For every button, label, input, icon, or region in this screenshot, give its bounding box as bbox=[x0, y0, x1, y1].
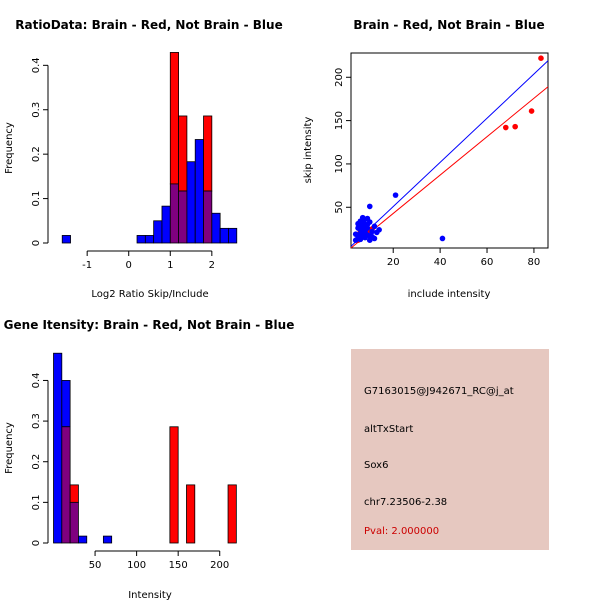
pval-text: Pval: 2.000000 bbox=[364, 526, 440, 537]
gene-intensity-brain-bar bbox=[227, 484, 237, 544]
location-text: chr7.23506-2.38 bbox=[364, 497, 448, 508]
ratio-brain-bar bbox=[169, 52, 179, 185]
ratio-y-tick-label: 0.1 bbox=[31, 191, 42, 207]
ratio-not-brain-bar bbox=[194, 139, 204, 244]
scatter-y-tick-label: 100 bbox=[334, 154, 345, 173]
gene-intensity-brain-bar bbox=[186, 484, 196, 544]
scatter-plot-frame bbox=[350, 52, 549, 249]
probe-id-text: G7163015@J942671_RC@j_at bbox=[364, 386, 514, 397]
gene-intensity-histogram-panel: Gene Itensity: Brain - Red, Not Brain - … bbox=[4, 318, 295, 601]
ratio-histogram-panel: RatioData: Brain - Red, Not Brain - Blue… bbox=[4, 18, 283, 300]
scatter-title: Brain - Red, Not Brain - Blue bbox=[353, 18, 544, 32]
scatter-not-brain-point bbox=[352, 231, 359, 237]
scatter-not-brain-point bbox=[392, 192, 399, 198]
scatter-not-brain-point bbox=[362, 216, 368, 223]
scatter-not-brain-point bbox=[439, 235, 446, 242]
scatter-not-brain-point bbox=[364, 232, 371, 238]
gene-intensity-y-tick-label: 0.2 bbox=[31, 454, 42, 470]
ratio-y-tick-label: 0 bbox=[31, 240, 42, 246]
scatter-not-brain-point bbox=[359, 233, 366, 240]
ratio-brain-bar bbox=[203, 115, 213, 192]
ratio-not-brain-bar bbox=[211, 212, 221, 244]
scatter-brain-point bbox=[538, 55, 544, 61]
probe-info-panel: G7163015@J942671_RC@j_at altTxStart Sox6… bbox=[351, 349, 549, 550]
ratio-x-tick-label: 0 bbox=[126, 260, 132, 271]
ratio-not-brain-bar bbox=[228, 227, 238, 244]
gene-intensity-not-brain-bar bbox=[53, 352, 63, 544]
gene-intensity-y-tick-label: 0.4 bbox=[31, 372, 42, 388]
gene-intensity-overlap-bar bbox=[61, 426, 71, 544]
gene-intensity-title: Gene Itensity: Brain - Red, Not Brain - … bbox=[4, 318, 295, 332]
scatter-brain-point bbox=[512, 123, 518, 130]
gene-intensity-x-tick-label: 100 bbox=[127, 560, 146, 571]
scatter-not-brain-point bbox=[366, 203, 373, 210]
ratio-histogram-title: RatioData: Brain - Red, Not Brain - Blue bbox=[15, 18, 282, 32]
ratio-y-tick-label: 0.4 bbox=[31, 57, 42, 73]
scatter-not-brain-point bbox=[369, 228, 375, 235]
scatter-x-tick-label: 40 bbox=[434, 257, 447, 268]
gene-intensity-not-brain-bar bbox=[61, 380, 71, 428]
scatter-not-brain-point bbox=[355, 220, 361, 227]
gene-intensity-brain-bar bbox=[169, 426, 179, 544]
gene-name-text: Sox6 bbox=[364, 460, 389, 471]
gene-intensity-x-tick-label: 150 bbox=[169, 560, 188, 571]
scatter-not-brain-point bbox=[373, 229, 380, 236]
ratio-y-tick-label: 0.3 bbox=[31, 102, 42, 118]
gene-intensity-not-brain-bar bbox=[102, 535, 113, 544]
ratio-not-brain-bar bbox=[161, 205, 171, 244]
scatter-not-brain-point bbox=[371, 235, 378, 242]
gene-intensity-x-tick-label: 50 bbox=[89, 560, 102, 571]
gene-intensity-y-tick-label: 0.1 bbox=[31, 494, 42, 510]
gene-intensity-x-tick-label: 200 bbox=[210, 560, 229, 571]
scatter-not-brain-point bbox=[359, 225, 366, 231]
gene-intensity-xlabel: Intensity bbox=[128, 590, 172, 600]
ratio-histogram-xlabel: Log2 Ratio Skip/Include bbox=[91, 289, 208, 300]
ratio-overlap-bar bbox=[203, 190, 213, 244]
scatter-not-brain-point bbox=[364, 221, 371, 228]
scatter-brain-point bbox=[502, 124, 509, 131]
scatter-xlabel: include intensity bbox=[408, 289, 491, 300]
ratio-brain-bar bbox=[178, 115, 188, 192]
scatter-y-tick-label: 150 bbox=[334, 111, 345, 130]
ratio-overlap-bar bbox=[178, 190, 188, 244]
ratio-overlap-bar bbox=[169, 183, 179, 244]
ratio-not-brain-bar bbox=[144, 235, 155, 244]
scatter-x-tick-label: 20 bbox=[387, 257, 400, 268]
ratio-x-tick-label: -1 bbox=[82, 260, 92, 271]
ratio-not-brain-bar bbox=[186, 161, 196, 244]
gene-intensity-y-tick-label: 0 bbox=[31, 540, 42, 546]
scatter-y-tick-label: 200 bbox=[334, 68, 345, 87]
scatter-not-brain-fit-line bbox=[350, 60, 549, 247]
ratio-not-brain-bar bbox=[219, 227, 229, 244]
ratio-histogram-ylabel: Frequency bbox=[4, 122, 15, 174]
gene-intensity-not-brain-bar bbox=[78, 535, 88, 544]
ratio-y-tick-label: 0.2 bbox=[31, 146, 42, 162]
event-type-text: altTxStart bbox=[364, 424, 414, 435]
gene-intensity-brain-bar bbox=[69, 484, 79, 503]
scatter-brain-point bbox=[528, 108, 535, 114]
gene-intensity-ylabel: Frequency bbox=[4, 422, 15, 474]
ratio-not-brain-bar bbox=[136, 235, 146, 244]
scatter-not-brain-point bbox=[371, 223, 378, 230]
scatter-brain-fit-line bbox=[350, 86, 549, 249]
intensity-scatter-panel: Brain - Red, Not Brain - Blue include in… bbox=[303, 18, 549, 300]
ratio-x-tick-label: 2 bbox=[209, 260, 215, 271]
scatter-x-tick-label: 60 bbox=[481, 257, 494, 268]
ratio-x-tick-label: 1 bbox=[167, 260, 173, 271]
scatter-y-tick-label: 50 bbox=[334, 201, 345, 214]
gene-intensity-y-tick-label: 0.3 bbox=[31, 413, 42, 429]
ratio-not-brain-bar bbox=[61, 235, 71, 244]
scatter-x-tick-label: 80 bbox=[528, 257, 541, 268]
scatter-ylabel: skip intensity bbox=[303, 117, 314, 184]
ratio-not-brain-bar bbox=[153, 220, 163, 244]
gene-intensity-overlap-bar bbox=[69, 501, 79, 544]
